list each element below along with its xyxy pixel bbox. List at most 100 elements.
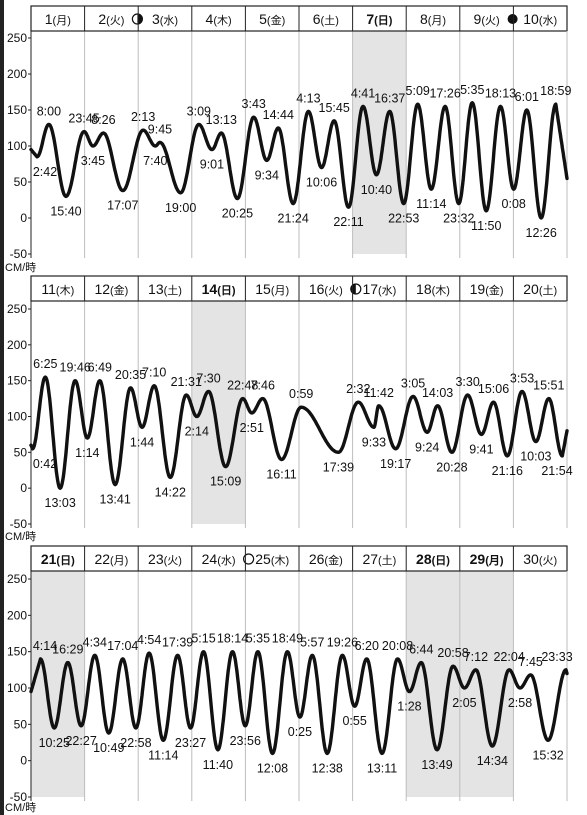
day-header-label: 29(月)	[470, 551, 504, 567]
day-header-label: 7(日)	[366, 11, 392, 27]
tide-time-label: 0:42	[33, 457, 57, 471]
tide-time-label: 19:00	[165, 201, 196, 215]
tide-time-label: 11:42	[364, 386, 394, 400]
weekday: (月)	[485, 554, 504, 567]
tide-time-label: 7:30	[196, 371, 220, 385]
tide-time-label: 7:10	[142, 366, 166, 380]
tide-time-label: 18:14	[217, 632, 248, 646]
tide-time-label: 7:12	[464, 650, 488, 664]
weekday: (水)	[539, 14, 557, 27]
tide-time-label: 11:50	[471, 219, 501, 233]
weekday: (月)	[428, 15, 446, 27]
y-tick-label: 200	[7, 67, 27, 81]
y-unit-label: CM/時	[5, 261, 36, 274]
day-number: 8	[420, 11, 428, 27]
weekday: (月)	[53, 15, 71, 27]
day-header-label: 27(土)	[362, 551, 396, 567]
day-header-label: 17(水)	[362, 281, 396, 297]
tide-time-label: 3:45	[81, 154, 105, 168]
tide-time-label: 12:38	[312, 761, 343, 775]
day-number: 12	[94, 281, 110, 297]
tide-curve	[29, 650, 569, 756]
y-tick-label: 100	[7, 681, 27, 695]
day-number: 7	[366, 11, 374, 27]
tide-time-label: 0:08	[502, 197, 526, 211]
tide-time-label: 10:06	[306, 176, 337, 190]
tide-time-label: 16:29	[52, 643, 83, 657]
tide-time-label: 15:40	[50, 204, 81, 218]
tide-time-label: 13:13	[206, 113, 237, 127]
tide-time-label: 18:49	[272, 632, 303, 646]
moon-first-icon	[131, 13, 143, 25]
tide-time-label: 3:30	[455, 375, 479, 389]
tide-time-label: 10:40	[361, 183, 392, 197]
tide-time-label: 16:37	[374, 91, 405, 105]
tide-time-label: 1:14	[75, 446, 99, 460]
tide-time-label: 20:28	[436, 460, 467, 474]
moon-new-icon	[507, 14, 518, 24]
day-number: 19	[470, 281, 486, 297]
tide-time-label: 21:24	[278, 212, 309, 226]
tide-time-label: 6:25	[33, 357, 57, 371]
y-unit-label: CM/時	[5, 801, 36, 814]
tide-time-label: 22:04	[493, 650, 524, 664]
day-header-label: 5(金)	[259, 11, 285, 27]
tide-time-label: 10:49	[93, 741, 124, 755]
tide-time-label: 14:22	[155, 485, 186, 499]
day-number: 26	[309, 551, 325, 567]
y-tick-label: 200	[7, 608, 27, 622]
weekday: (日)	[217, 284, 236, 297]
tide-time-label: 20:58	[437, 646, 468, 660]
y-tick-label: 0	[20, 211, 27, 225]
tide-time-label: 15:32	[532, 748, 563, 762]
day-number: 3	[152, 11, 160, 27]
tide-time-label: 2:32	[346, 382, 370, 396]
tide-time-label: 17:07	[107, 199, 138, 213]
day-number: 10	[523, 11, 539, 27]
tide-time-label: 1:44	[130, 435, 154, 449]
tide-time-label: 19:17	[380, 457, 411, 471]
tide-time-label: 11:14	[148, 748, 178, 762]
y-tick-label: -50	[10, 517, 28, 531]
day-header-label: 24(水)	[202, 551, 236, 567]
y-tick-label: 250	[7, 302, 27, 316]
day-header-label: 9(火)	[474, 11, 500, 27]
tide-time-label: 5:35	[246, 632, 270, 646]
weekend-shade	[31, 571, 85, 797]
y-tick-label: -50	[10, 790, 28, 804]
weekday: (月)	[271, 285, 289, 297]
tide-time-label: 15:51	[533, 379, 564, 393]
tide-time-label: 7:46	[251, 379, 275, 393]
y-tick-label: 50	[14, 717, 28, 731]
tide-time-label: 10:25	[39, 736, 70, 750]
day-number: 18	[416, 281, 432, 297]
y-tick-label: 200	[7, 338, 27, 352]
tide-time-label: 3:53	[510, 371, 534, 385]
weekday: (土)	[378, 554, 396, 567]
tide-time-label: 2:42	[33, 165, 57, 179]
weekday: (火)	[481, 15, 499, 27]
tide-time-label: 12:26	[526, 226, 557, 240]
tide-time-label: 23:45	[68, 112, 99, 126]
tide-time-label: 4:34	[83, 635, 107, 649]
day-header-label: 26(金)	[309, 551, 343, 567]
day-header-label: 10(水)	[523, 11, 557, 27]
tide-time-label: 16:11	[266, 468, 296, 482]
day-header-label: 15(月)	[255, 281, 289, 297]
tide-time-label: 9:01	[200, 158, 224, 172]
tide-time-label: 23:27	[175, 736, 206, 750]
tide-time-label: 9:41	[469, 442, 493, 456]
day-header-label: 20(土)	[523, 281, 557, 297]
y-tick-label: 100	[7, 410, 27, 424]
tide-time-label: 19:26	[327, 635, 358, 649]
tide-time-label: 17:39	[323, 460, 354, 474]
tide-time-label: 15:06	[478, 382, 509, 396]
weekday: (火)	[324, 285, 342, 297]
tide-time-label: 23:33	[541, 650, 572, 664]
tide-time-label: 5:57	[300, 635, 324, 649]
tide-time-label: 6:20	[355, 639, 379, 653]
tide-time-label: 3:05	[401, 376, 425, 390]
tide-time-label: 6:01	[515, 90, 539, 104]
weekday: (金)	[267, 13, 285, 27]
tide-time-label: 9:33	[362, 435, 386, 449]
